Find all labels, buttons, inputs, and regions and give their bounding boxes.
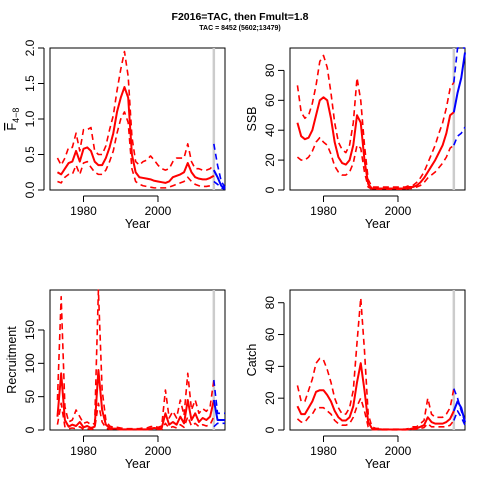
x-tick-label: 2000: [385, 204, 412, 218]
series-lower: [296, 136, 455, 191]
x-tick-label: 2000: [385, 444, 412, 458]
series-projection-lower: [453, 126, 466, 146]
y-tick-label: 2.0: [23, 39, 37, 56]
y-tick-label: 60: [263, 93, 277, 107]
series-projection: [452, 52, 466, 113]
y-tick-label: 80: [263, 63, 277, 77]
series-projection-upper: [453, 388, 466, 423]
figure-title: F2016=TAC, then Fmult=1.8: [172, 11, 309, 23]
y-tick-label: 0: [23, 426, 37, 433]
y-tick-label: 0.5: [23, 146, 37, 163]
x-tick-label: 1980: [310, 204, 337, 218]
series-lower: [57, 111, 215, 189]
series-estimate: [296, 96, 455, 190]
y-tick-label: 20: [263, 391, 277, 405]
y-tick-label: 1.0: [23, 110, 37, 127]
y-tick-label: 0.0: [23, 181, 37, 198]
y-tick-label: 20: [263, 153, 277, 167]
series-upper: [56, 50, 215, 171]
y-tick-label: 100: [23, 353, 37, 373]
y-tick-label: 60: [263, 328, 277, 342]
y-axis: 0 20 40 60 80: [263, 63, 285, 193]
x-axis-label: Year: [125, 217, 150, 231]
x-tick-label: 1980: [70, 444, 97, 458]
y-tick-label: 1.5: [23, 75, 37, 92]
y-axis-label: Catch: [245, 344, 259, 377]
y-tick-label: 80: [263, 296, 277, 310]
series-lower: [296, 397, 455, 431]
x-axis-label: Year: [125, 457, 150, 471]
x-axis-label: Year: [365, 457, 390, 471]
series-projection: [452, 400, 466, 423]
x-axis: 1980 2000: [70, 195, 172, 218]
y-tick-label: 40: [263, 359, 277, 373]
y-tick-label: 150: [23, 320, 37, 340]
series-upper: [56, 289, 215, 430]
x-tick-label: 1980: [310, 444, 337, 458]
y-axis-label: Recruitment: [5, 326, 19, 394]
y-tick-label: 50: [23, 390, 37, 404]
series-projection-lower: [213, 422, 225, 428]
series-upper: [296, 297, 455, 431]
series-projection-lower: [453, 410, 466, 426]
series-estimate: [56, 86, 215, 184]
y-axis-label-subscript: 4−8: [11, 108, 21, 123]
figure-subtitle: TAC = 8452 (5602;13479): [199, 25, 280, 32]
x-axis-label: Year: [365, 217, 390, 231]
x-axis: 1980 2000: [310, 195, 412, 218]
series-estimate: [56, 369, 215, 431]
series-lower: [56, 402, 215, 431]
plot-frame: [289, 289, 466, 431]
series-upper: [296, 54, 455, 188]
x-axis: 1980 2000: [70, 435, 172, 458]
series-projection: [212, 169, 226, 190]
y-axis-label: F4−8: [5, 108, 21, 131]
y-axis-label: SSB: [245, 106, 259, 131]
series-projection-upper: [213, 379, 225, 415]
plot-frame: [49, 289, 226, 431]
x-axis: 1980 2000: [310, 435, 412, 458]
x-tick-label: 1980: [70, 204, 97, 218]
series-projection-upper: [213, 143, 226, 188]
series-projection-upper: [453, 47, 465, 83]
y-axis: 0 50 100 150: [23, 320, 45, 433]
x-tick-label: 2000: [145, 204, 172, 218]
x-tick-label: 2000: [145, 444, 172, 458]
plot-frame: [49, 47, 226, 191]
plot-frame: [289, 47, 466, 191]
y-axis-label-main: F: [5, 122, 19, 130]
y-tick-label: 0: [263, 426, 277, 433]
y-tick-label: 0: [263, 186, 277, 193]
y-axis: 0.0 0.5 1.0 1.5 2.0: [23, 39, 45, 198]
series-projection: [212, 399, 225, 421]
series-estimate: [296, 362, 455, 431]
series-projection-lower: [213, 180, 226, 191]
y-axis: 0 20 40 60 80: [263, 296, 285, 433]
y-tick-label: 40: [263, 123, 277, 137]
